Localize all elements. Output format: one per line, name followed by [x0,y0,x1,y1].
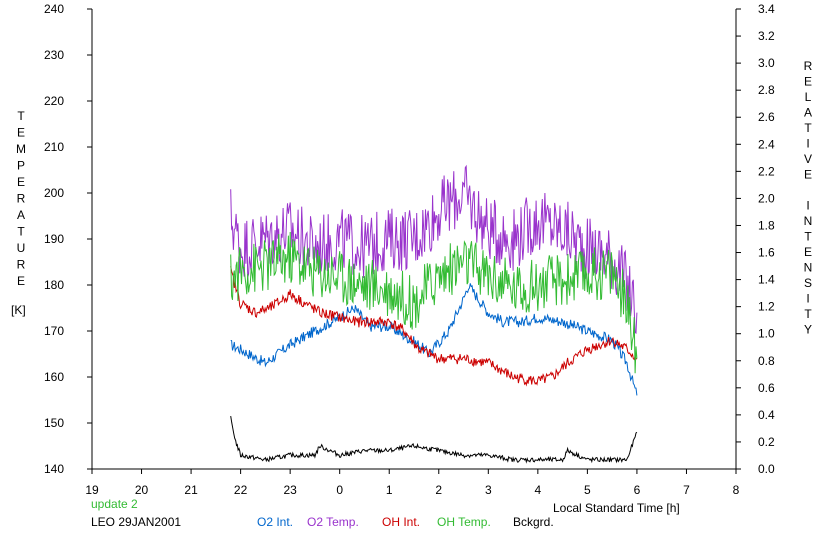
left-axis-title-letter: M [16,142,26,156]
right-tick-label: 2.0 [758,191,775,205]
x-tick-label: 3 [485,483,492,497]
legend-entry: OH Int. [382,515,420,529]
left-tick-label: 140 [44,462,64,476]
x-tick-label: 2 [435,483,442,497]
update-label: update 2 [91,497,138,511]
left-axis-ticks: 140 150 160 170 180 190 200 210 220 230 240 [44,2,92,476]
left-tick-label: 170 [44,324,64,338]
right-tick-label: 0.4 [758,408,775,422]
right-tick-label: 2.8 [758,83,775,97]
right-axis-title-letter: T [804,230,812,244]
right-axis-title-letter: N [804,261,813,275]
left-tick-label: 160 [44,370,64,384]
x-axis-title: Local Standard Time [h] [553,501,680,515]
left-axis-unit: [K] [11,303,26,317]
right-axis-title-letter: E [804,75,812,89]
right-tick-label: 0.0 [758,462,775,476]
right-axis-title-letter: E [804,245,812,259]
right-tick-label: 1.0 [758,327,775,341]
x-tick-label: 19 [85,483,99,497]
right-tick-label: 0.8 [758,354,775,368]
series-layer [230,164,638,464]
right-tick-label: 1.2 [758,300,775,314]
legend-entry: O2 Temp. [307,515,359,529]
series-line-oh-int [230,266,638,387]
left-tick-label: 190 [44,232,64,246]
right-tick-label: 1.8 [758,218,775,232]
left-tick-label: 240 [44,2,64,16]
left-axis-title-letter: T [17,225,25,239]
right-axis-title-letter: T [804,307,812,321]
x-tick-label: 5 [584,483,591,497]
x-tick-label: 8 [733,483,740,497]
left-tick-label: 180 [44,278,64,292]
right-tick-label: 0.6 [758,381,775,395]
x-tick-label: 22 [234,483,248,497]
left-axis-title-letter: T [17,109,25,123]
right-axis-title-letter: I [806,199,809,213]
series-line-o2-temp [230,164,638,335]
right-tick-label: 2.4 [758,137,775,151]
left-axis-title-letter: E [17,175,25,189]
series-line-bckgrd [230,416,638,464]
left-tick-label: 200 [44,186,64,200]
right-tick-label: 3.4 [758,2,775,16]
right-axis-title-letter: V [804,152,812,166]
right-tick-label: 1.4 [758,273,775,287]
axes [91,9,737,470]
right-axis-title-letter: S [804,276,812,290]
left-axis-title-letter: R [17,258,26,272]
right-axis-title-letter: N [804,214,813,228]
legend-entry: O2 Int. [257,515,293,529]
right-axis-title-letter: I [806,137,809,151]
right-axis-title-letter: T [804,121,812,135]
left-axis-title-letter: E [17,126,25,140]
right-tick-label: 2.6 [758,110,775,124]
right-axis-title-letter: I [806,292,809,306]
station-date-label: LEO 29JAN2001 [91,515,181,529]
right-axis-title-letter: L [805,90,812,104]
left-tick-label: 210 [44,140,64,154]
right-tick-label: 2.2 [758,164,775,178]
left-axis-title-letter: A [17,208,25,222]
right-axis-title-letter: Y [804,323,812,337]
x-axis-ticks: 19 20 21 22 23 0 1 2 3 4 5 6 7 8 [85,469,740,497]
legend: O2 Int. O2 Temp. OH Int. OH Temp. Bckgrd. [257,515,554,529]
x-tick-label: 6 [634,483,641,497]
right-tick-label: 3.2 [758,29,775,43]
right-axis-title-letter: A [804,106,812,120]
x-tick-label: 20 [135,483,149,497]
x-tick-label: 23 [283,483,297,497]
left-axis-title-letter: U [17,241,26,255]
series-line-o2-int [230,283,638,396]
left-tick-label: 230 [44,48,64,62]
x-tick-label: 4 [535,483,542,497]
series-line-oh-temp [230,231,638,374]
right-tick-label: 3.0 [758,56,775,70]
left-tick-label: 150 [44,416,64,430]
left-axis-title-letter: R [17,192,26,206]
x-tick-label: 1 [386,483,393,497]
legend-entry: OH Temp. [437,515,491,529]
right-axis-ticks: 0.0 0.2 0.4 0.6 0.8 1.0 1.2 1.4 1.6 1.8 2.0 2.2 2.4 2… [736,2,775,476]
right-tick-label: 0.2 [758,435,775,449]
left-tick-label: 220 [44,94,64,108]
right-tick-label: 1.6 [758,246,775,260]
right-axis-title-letter: E [804,168,812,182]
x-tick-label: 7 [683,483,690,497]
right-axis-title-letter: R [804,59,813,73]
left-axis-title-letter: P [17,159,25,173]
x-tick-label: 0 [336,483,343,497]
x-tick-label: 21 [184,483,198,497]
left-axis-title-letter: E [17,274,25,288]
legend-entry: Bckgrd. [513,515,554,529]
